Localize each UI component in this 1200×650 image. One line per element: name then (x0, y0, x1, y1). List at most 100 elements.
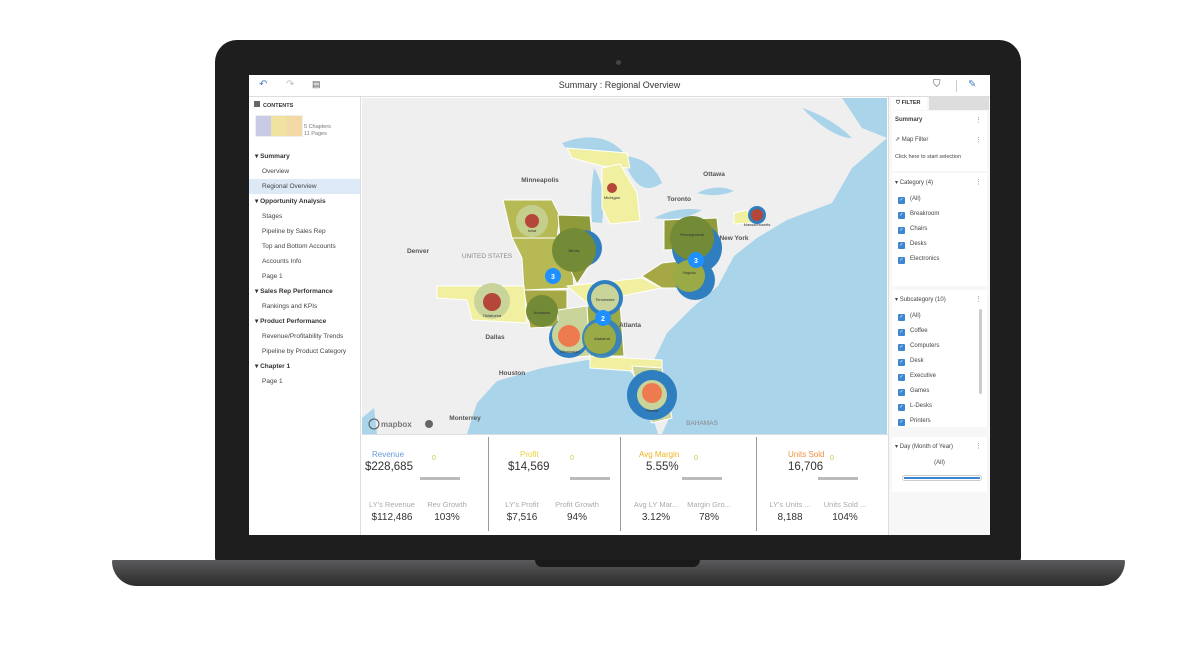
option-label: Executive (910, 373, 937, 379)
nav-item[interactable]: Page 1 (262, 378, 283, 385)
nav-item[interactable]: Accounts Info (262, 258, 302, 265)
filter-option[interactable]: ✓ Computers (898, 343, 939, 351)
trend-indicator: 0 (830, 455, 834, 462)
filter-option[interactable]: ✓ (All) (898, 313, 921, 321)
undo-icon[interactable]: ↶ (259, 79, 268, 90)
water (362, 98, 887, 434)
day-filter: ▾ Day (Month of Year) ⋮ (All) (892, 437, 987, 492)
subcategory-filter: ▾ Subcategory (10) ⋮ ✓ (All) ✓ Coffee ✓ Compute… (892, 290, 987, 427)
cluster-count[interactable]: 3 (551, 274, 555, 281)
filter-option[interactable]: ✓ Games (898, 388, 929, 396)
page-count: 11 Pages (304, 131, 327, 137)
more-icon[interactable]: ⋮ (975, 443, 982, 450)
city-label: Houston (499, 370, 525, 377)
checkbox-checked-icon[interactable]: ✓ (898, 212, 905, 219)
nav-item[interactable]: Page 1 (262, 273, 283, 280)
cluster-count[interactable]: 3 (694, 258, 698, 265)
scrollbar[interactable] (979, 309, 982, 394)
filter-option[interactable]: ✓ (All) (898, 196, 921, 204)
section-label: Product Performance (260, 318, 327, 325)
nav-item[interactable]: Overview (262, 168, 290, 175)
tile-divider (488, 437, 489, 531)
option-label: Games (910, 388, 930, 394)
day-filter-value: (All) (934, 460, 945, 466)
day-range-slider[interactable] (902, 475, 982, 481)
city-label: Atlanta (619, 322, 641, 329)
contents-label: CONTENTS (263, 103, 294, 109)
checkbox-checked-icon[interactable]: ✓ (898, 374, 905, 381)
sub-kpi-label: Rev Growth (427, 500, 467, 509)
section-opportunity-analysis[interactable]: ▾ Opportunity Analysis (249, 194, 360, 209)
sub-kpi-label: Avg LY Mar... (633, 500, 679, 509)
sub-kpi-value: 104% (832, 512, 858, 523)
checkbox-checked-icon[interactable]: ✓ (898, 389, 905, 396)
kpi-value: $228,685 (365, 461, 413, 473)
sub-kpi-label: LY's Revenue (369, 500, 415, 509)
section-chapter-1[interactable]: ▾ Chapter 1 (249, 359, 360, 374)
sparkline-bar (420, 477, 460, 480)
more-icon[interactable]: ⋮ (975, 296, 982, 303)
filter-option[interactable]: ✓ Chairs (898, 226, 927, 234)
filter-option[interactable]: ✓ Breakroom (898, 211, 939, 219)
map-filter-hint[interactable]: Click here to start selection (895, 154, 962, 160)
map-view[interactable]: 3 3 2 Iowa Illinois Michigan Massachuset… (362, 98, 887, 434)
more-icon[interactable]: ⋮ (975, 117, 982, 124)
section-product-performance[interactable]: ▾ Product Performance (249, 314, 360, 329)
nav-item[interactable]: Stages (262, 213, 283, 220)
state-label: Florida (646, 408, 659, 413)
filter-tab[interactable]: ⛉ FILTER (891, 97, 927, 110)
nav-item[interactable]: Top and Bottom Accounts (262, 243, 336, 250)
sub-kpi-label: LY's Profit (505, 500, 539, 509)
sparkline-bar (682, 477, 722, 480)
map-canvas[interactable]: 3 3 2 Iowa Illinois Michigan Massachuset… (362, 98, 887, 434)
nav-item[interactable]: Pipeline by Sales Rep (262, 228, 326, 235)
checkbox-checked-icon[interactable]: ✓ (898, 197, 905, 204)
sub-kpi-label: Profit Growth (555, 500, 599, 509)
checkbox-checked-icon[interactable]: ✓ (898, 359, 905, 366)
section-sales-rep-performance[interactable]: ▾ Sales Rep Performance (249, 284, 360, 299)
nav-item[interactable]: Pipeline by Product Category (262, 348, 347, 355)
filter-option[interactable]: ✓ Coffee (898, 328, 928, 336)
section-label: Sales Rep Performance (260, 288, 333, 295)
map-bubbles (474, 183, 766, 420)
filter-option[interactable]: ✓ Desk (898, 358, 924, 366)
city-label: Denver (407, 248, 430, 255)
book-thumbnail[interactable] (255, 115, 303, 137)
tile-divider (620, 437, 621, 531)
mapbox-logo[interactable] (368, 418, 380, 430)
filter-option[interactable]: ✓ Executive (898, 373, 936, 381)
page-title: Summary : Regional Overview (558, 80, 681, 90)
nav-item[interactable]: Revenue/Profitability Trends (262, 333, 344, 340)
map-filter[interactable]: ⇗ Map Filter (895, 137, 929, 143)
checkbox-checked-icon[interactable]: ✓ (898, 314, 905, 321)
filter-option[interactable]: ✓ L-Desks (898, 403, 932, 411)
filter-option[interactable]: ✓ Desks (898, 241, 927, 249)
nav-item[interactable]: Rankings and KPIs (262, 303, 318, 310)
country-label: BAHAMAS (686, 420, 718, 427)
state-label: Massachusetts (744, 222, 771, 227)
cluster-count[interactable]: 2 (601, 316, 605, 323)
contents-icon (254, 101, 260, 107)
checkbox-checked-icon[interactable]: ✓ (898, 242, 905, 249)
checkbox-checked-icon[interactable]: ✓ (898, 257, 905, 264)
more-icon[interactable]: ⋮ (975, 137, 982, 144)
info-icon[interactable] (425, 420, 433, 428)
checkbox-checked-icon[interactable]: ✓ (898, 419, 905, 426)
filter-option[interactable]: ✓ Printers (898, 418, 931, 426)
checkbox-checked-icon[interactable]: ✓ (898, 404, 905, 411)
more-icon[interactable]: ⋮ (975, 179, 982, 186)
checkbox-checked-icon[interactable]: ✓ (898, 329, 905, 336)
mapbox-attribution[interactable]: mapbox (381, 420, 412, 429)
nav-item[interactable]: Regional Overview (249, 179, 360, 194)
kpi-tile: Revenue $228,685 0 LY's Revenue Rev Grow… (362, 437, 488, 533)
contents-icon[interactable]: ▤ (312, 79, 321, 89)
section-summary[interactable]: ▾ Summary (249, 149, 360, 164)
pen-icon[interactable]: ✎ (968, 79, 977, 90)
checkbox-checked-icon[interactable]: ✓ (898, 227, 905, 234)
filter-icon[interactable]: ⛉ (933, 79, 941, 90)
checkbox-checked-icon[interactable]: ✓ (898, 344, 905, 351)
sub-kpi-label: Margin Gro... (687, 500, 731, 509)
redo-icon[interactable]: ↷ (286, 79, 295, 90)
option-label: Coffee (910, 328, 928, 334)
filter-option[interactable]: ✓ Electronics (898, 256, 939, 264)
